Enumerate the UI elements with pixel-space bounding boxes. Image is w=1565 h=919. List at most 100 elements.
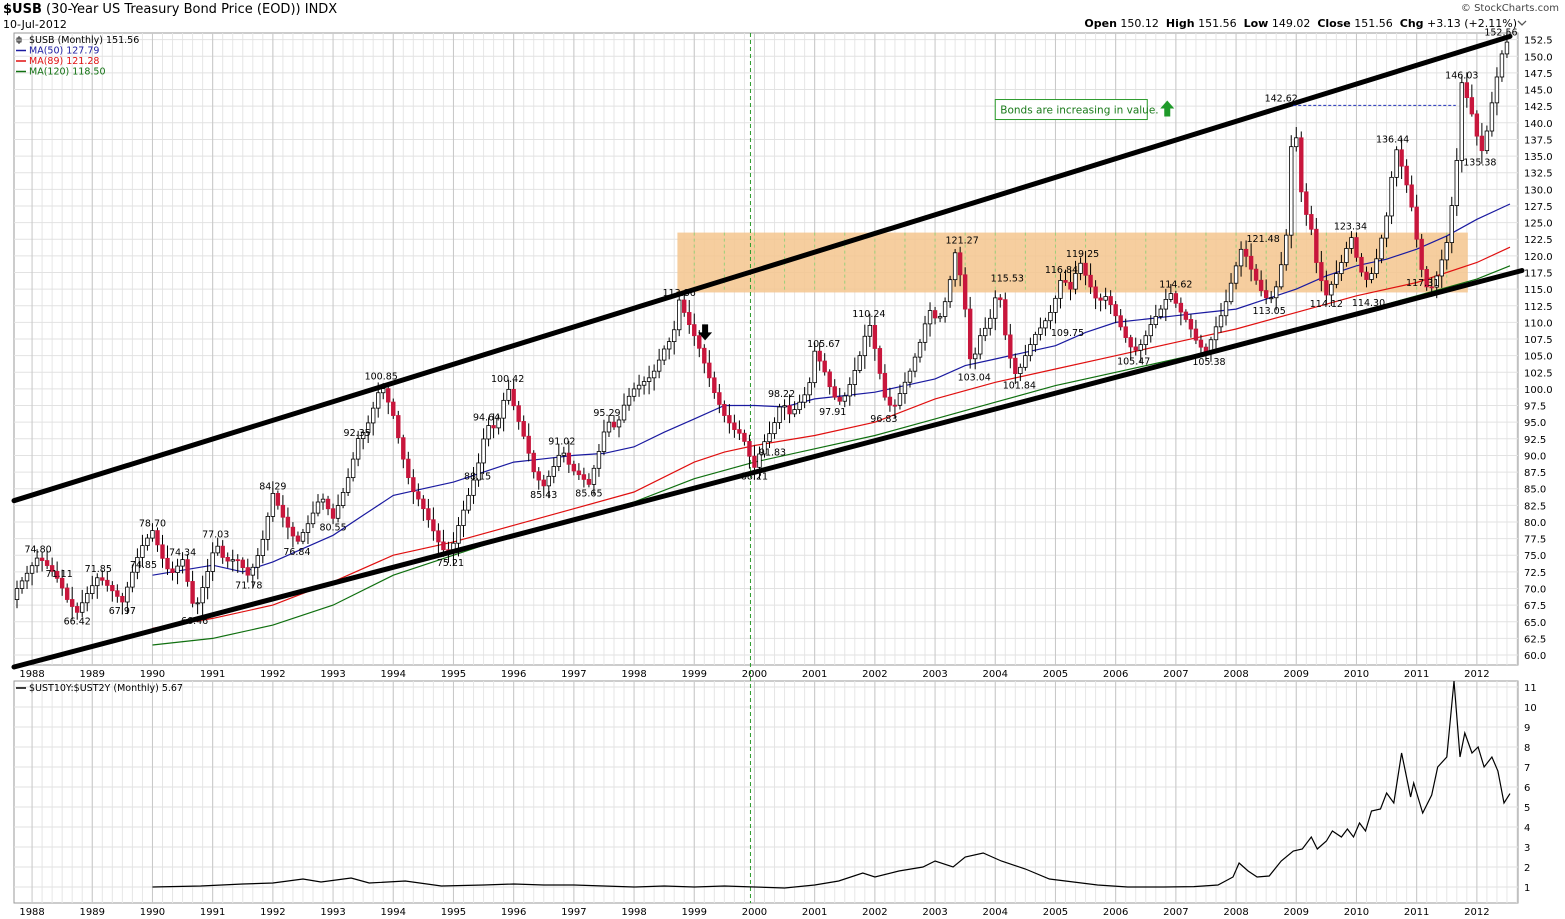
x-tick-label: 1999 <box>682 907 707 918</box>
candle-body <box>1504 41 1510 55</box>
candle <box>320 493 326 510</box>
candle-body <box>867 325 873 337</box>
candle <box>1108 290 1113 315</box>
candle <box>1103 287 1108 310</box>
x-tick-label: 2010 <box>1344 669 1369 680</box>
y-tick-label: 80.0 <box>1524 518 1546 529</box>
candle <box>315 494 321 517</box>
candle <box>927 302 933 337</box>
candle-body <box>115 590 120 597</box>
candle-body <box>541 479 546 487</box>
candle-body <box>1198 339 1204 348</box>
candle-body <box>1193 328 1199 341</box>
candle <box>396 410 401 444</box>
data-label: 78.70 <box>139 519 166 530</box>
candle <box>837 387 842 405</box>
candle <box>180 552 185 574</box>
y-tick-label: 92.5 <box>1524 435 1546 446</box>
x-tick-label: 1989 <box>80 907 105 918</box>
candle <box>140 534 145 568</box>
candle <box>1454 148 1459 216</box>
candle-body <box>842 395 847 402</box>
candle <box>1374 248 1379 279</box>
candle <box>596 444 602 477</box>
candle-body <box>897 393 903 406</box>
candle-body <box>476 462 481 481</box>
x-tick-label: 2011 <box>1404 669 1429 680</box>
data-label: 105.67 <box>807 339 840 350</box>
candle-body <box>1143 335 1148 346</box>
candle-body <box>1289 146 1294 236</box>
candle <box>1419 233 1424 278</box>
candle <box>687 299 692 334</box>
candle-body <box>360 432 366 439</box>
candle <box>1123 318 1128 343</box>
candle-body <box>1329 283 1334 296</box>
y-tick-label: 90.0 <box>1524 451 1546 462</box>
candle-body <box>1324 280 1329 296</box>
candle <box>902 372 908 404</box>
candle <box>591 464 597 495</box>
legend-entry: $UST10Y:$UST2Y (Monthly) 5.67 <box>29 683 183 694</box>
candle <box>190 570 195 608</box>
candle-body <box>59 577 65 589</box>
candle-body <box>677 299 682 331</box>
candle-body <box>54 570 60 579</box>
candle-body <box>85 593 90 604</box>
candle <box>1284 229 1289 271</box>
data-label: 110.24 <box>852 309 885 320</box>
legend-entry: MA(50) 127.79 <box>29 46 99 57</box>
candle <box>1083 250 1088 286</box>
open-value: 150.12 <box>1120 17 1159 30</box>
candle-body <box>1404 165 1409 186</box>
candle-body <box>802 394 807 403</box>
candle <box>511 379 516 411</box>
candle-body <box>1359 256 1364 273</box>
candle-body <box>135 557 140 573</box>
candle-body <box>687 312 692 326</box>
candle <box>170 561 175 581</box>
candle <box>656 348 662 379</box>
candle-body <box>737 429 742 434</box>
x-tick-label: 1998 <box>621 907 646 918</box>
candle-body <box>1263 290 1269 299</box>
candle <box>897 384 903 410</box>
candle <box>1128 334 1133 360</box>
y-tick-label: 145.0 <box>1524 86 1553 97</box>
candle <box>1253 264 1259 285</box>
candle-body <box>591 467 597 485</box>
chevron-down-icon[interactable] <box>1517 18 1527 31</box>
y-tick-label: 110.0 <box>1524 318 1553 329</box>
y-tick-label: 150.0 <box>1524 52 1553 63</box>
candle-body <box>310 512 316 525</box>
candle <box>978 328 983 360</box>
candle-body <box>1258 279 1264 291</box>
candle <box>827 369 832 395</box>
candle-body <box>1354 237 1359 258</box>
data-label: 95.29 <box>593 408 620 419</box>
candle-body <box>671 329 677 343</box>
candle-body <box>626 395 632 406</box>
candle <box>1294 127 1299 152</box>
candle <box>852 357 857 397</box>
candle-body <box>772 422 777 435</box>
candle <box>120 592 125 615</box>
candle-body <box>656 359 662 372</box>
candle <box>496 414 501 435</box>
candle <box>1394 146 1399 187</box>
candle <box>571 460 577 476</box>
candle-body <box>1028 344 1033 357</box>
candle-body <box>245 567 250 576</box>
y-tick-label: 117.5 <box>1524 268 1553 279</box>
candle-body <box>847 384 852 397</box>
x-tick-label: 2000 <box>742 907 767 918</box>
candle <box>1178 297 1184 326</box>
candle <box>747 434 752 469</box>
candle-body <box>561 452 567 456</box>
candle <box>1484 125 1490 154</box>
candle-body <box>1294 137 1299 148</box>
candle-body <box>576 470 582 476</box>
candle-body <box>1479 135 1485 152</box>
candle <box>787 394 792 424</box>
